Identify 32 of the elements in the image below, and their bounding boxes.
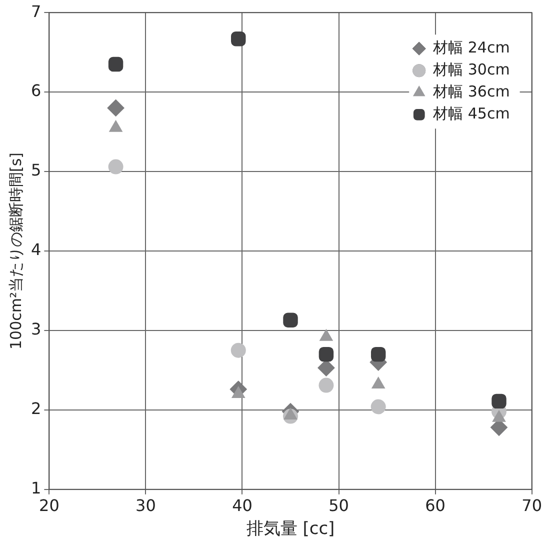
point: [283, 312, 298, 328]
point: [372, 377, 385, 389]
legend-label: 材幅 45cm: [432, 104, 510, 122]
x-tick-label: 60: [425, 496, 446, 516]
x-axis-title: 排気量 [cc]: [246, 519, 335, 540]
point: [370, 399, 386, 414]
y-tick-label: 4: [30, 240, 42, 260]
point: [230, 342, 246, 358]
point: [108, 159, 124, 174]
point: [370, 346, 386, 362]
x-tick-label: 70: [522, 496, 542, 516]
point: [318, 378, 334, 393]
x-tick-label: 20: [39, 496, 60, 516]
point: [318, 346, 334, 362]
y-tick-label: 1: [30, 478, 42, 498]
x-tick-label: 40: [232, 496, 252, 516]
point: [232, 386, 245, 398]
y-tick-label: 5: [30, 160, 42, 180]
y-tick-label: 2: [30, 399, 42, 418]
legend-label: 材幅 24cm: [432, 38, 510, 56]
y-axis-title: 100cm²当たりの鋸断時間[s]: [6, 152, 25, 350]
point: [107, 99, 124, 116]
legend-label: 材幅 36cm: [432, 82, 510, 100]
y-tick-label: 3: [30, 320, 42, 339]
y-tick-label: 7: [30, 2, 42, 21]
y-tick-label: 6: [30, 81, 42, 100]
legend-label: 材幅 30cm: [432, 60, 510, 78]
point: [492, 394, 506, 409]
point: [231, 31, 246, 46]
x-tick-label: 50: [328, 496, 349, 516]
point: [108, 56, 124, 72]
x-tick-label: 30: [136, 496, 156, 516]
